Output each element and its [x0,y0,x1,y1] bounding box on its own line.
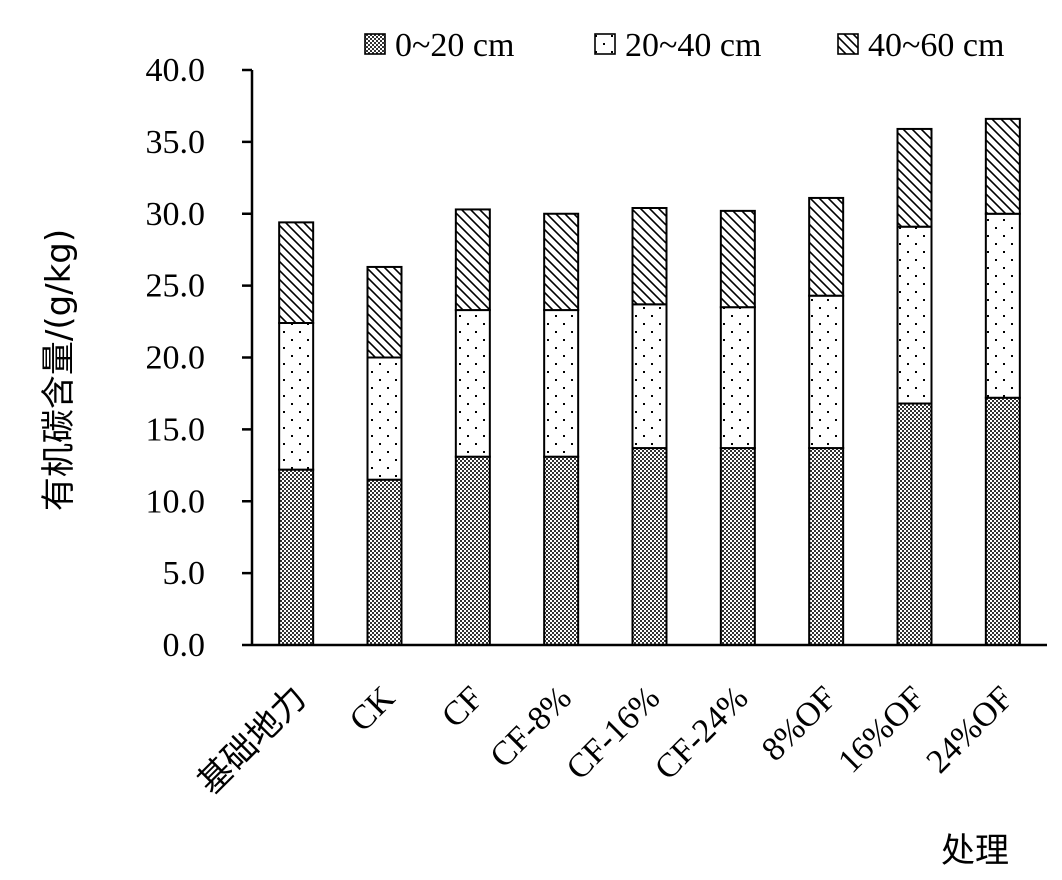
bar-segment [366,478,403,646]
x-tick-label: 8%OF [755,679,844,768]
bar-segment [278,322,315,471]
y-tick-label: 30.0 [146,196,206,233]
y-tick-label: 25.0 [146,268,206,305]
x-tick-label: 基础地力 [191,679,314,802]
bar-segment [543,212,580,312]
bar-segment [543,309,580,458]
y-tick-label: 35.0 [146,124,206,161]
bar-segment [719,447,756,646]
x-tick-label: 24%OF [920,679,1021,780]
bar-segment [896,127,933,228]
x-tick-label: CK [343,679,403,739]
bar-segment [808,294,845,450]
y-tick-label: 20.0 [146,340,206,377]
y-axis: 0.0 5.0 10.0 15.0 20.0 25.0 30.0 35.0 40.0 [146,52,254,664]
y-tick-label: 5.0 [163,555,206,592]
bar-segment [808,447,845,646]
y-axis-title: 有机碳含量/(g/kg) [39,229,79,511]
y-tick-label: 40.0 [146,52,206,89]
bar-segment [808,196,845,297]
bar-segment [454,309,491,458]
bar-segment [454,455,491,646]
legend-label: 0~20 cm [395,27,514,64]
bar-segment [631,447,668,646]
legend-label: 20~40 cm [625,27,761,64]
bar-segment [984,117,1021,215]
bar-segment [366,265,403,359]
legend-swatch [594,33,616,55]
y-tick-label: 0.0 [163,627,206,664]
x-axis-title: 处理 [941,831,1009,871]
bar-segment [896,225,933,405]
legend-swatch [364,33,386,55]
bar-segment [631,207,668,306]
bar-segment [719,209,756,309]
bar-segment [278,221,315,324]
x-tick-label: CF-16% [560,679,668,787]
bar-segment [896,402,933,646]
legend: 0~20 cm 20~40 cm 40~60 cm [364,27,1004,64]
bars [278,117,1021,646]
bar-segment [719,306,756,450]
x-tick-label: 16%OF [831,679,932,780]
legend-swatch [837,33,859,55]
bar-segment [366,356,403,481]
y-tick-label: 15.0 [146,411,206,448]
bar-segment [631,303,668,450]
y-tick-label: 10.0 [146,483,206,520]
bar-segment [543,455,580,646]
x-tick-label: CF [435,679,491,735]
bar-segment [984,212,1021,399]
x-tick-label: CF-24% [648,679,756,787]
bar-segment [984,396,1021,646]
bar-segment [454,208,491,312]
legend-label: 40~60 cm [868,27,1004,64]
bar-segment [278,468,315,646]
